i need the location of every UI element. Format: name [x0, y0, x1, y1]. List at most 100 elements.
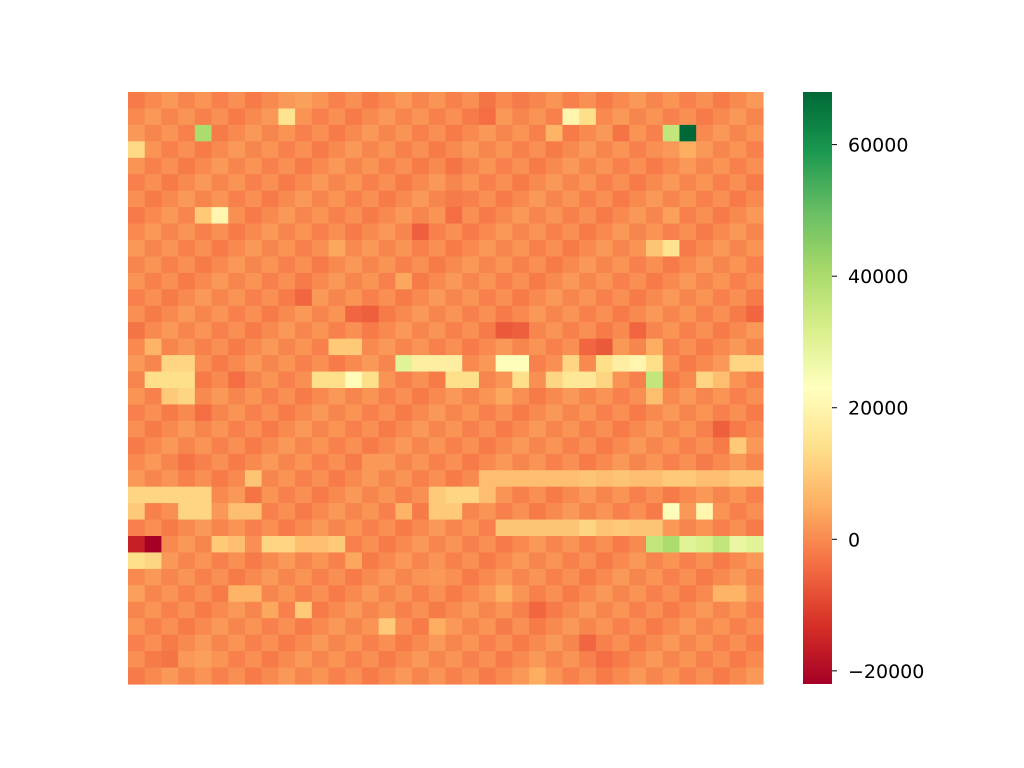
heatmap-cell [662, 568, 681, 586]
heatmap-cell [662, 470, 681, 488]
heatmap-cell [412, 503, 430, 521]
heatmap-cell [545, 92, 564, 110]
heatmap-cell [462, 289, 480, 307]
heatmap-cell [345, 92, 363, 110]
heatmap-cell [295, 536, 313, 554]
heatmap-cell [462, 256, 480, 274]
heatmap-cell [629, 453, 647, 471]
heatmap-cell [562, 503, 580, 521]
heatmap-cell [378, 519, 396, 537]
heatmap-cell [361, 437, 380, 455]
heatmap-cell [579, 420, 597, 438]
heatmap-cell [679, 453, 697, 471]
heatmap-cell [295, 486, 313, 504]
heatmap-cell [345, 207, 363, 225]
heatmap-cell [612, 174, 630, 192]
heatmap-cell [445, 437, 463, 455]
heatmap-cell [428, 371, 447, 389]
heatmap-cell [629, 651, 647, 669]
heatmap-cell [529, 305, 547, 323]
heatmap-cell [696, 92, 714, 110]
heatmap-cell [128, 355, 146, 373]
heatmap-cell [228, 305, 246, 323]
heatmap-cell [328, 618, 346, 636]
heatmap-cell [361, 519, 380, 537]
heatmap-cell [194, 585, 213, 603]
heatmap-cell [746, 634, 764, 652]
heatmap-cell [679, 240, 697, 258]
heatmap-cell [629, 141, 647, 159]
heatmap-cell [729, 108, 747, 126]
heatmap-cell [579, 618, 597, 636]
heatmap-cell [462, 272, 480, 290]
heatmap-cell [679, 651, 697, 669]
heatmap-cell [194, 420, 213, 438]
heatmap-cell [462, 568, 480, 586]
heatmap-cell [278, 92, 296, 110]
heatmap-cell [478, 388, 497, 406]
heatmap-cell [562, 552, 580, 570]
heatmap-cell [161, 437, 179, 455]
heatmap-cell [428, 223, 447, 241]
heatmap-cell [462, 92, 480, 110]
heatmap-cell [278, 651, 296, 669]
heatmap-cell [328, 634, 346, 652]
heatmap-cell [261, 240, 279, 258]
heatmap-cell [412, 256, 430, 274]
heatmap-cell [211, 453, 229, 471]
heatmap-cell [178, 519, 196, 537]
heatmap-cell [529, 568, 547, 586]
heatmap-cell [729, 536, 747, 554]
heatmap-cell [646, 552, 664, 570]
heatmap-cell [462, 305, 480, 323]
heatmap-cell [462, 651, 480, 669]
heatmap-cell [228, 503, 246, 521]
heatmap-cell [562, 536, 580, 554]
heatmap-cell [395, 207, 413, 225]
heatmap-cell [595, 322, 614, 340]
heatmap-cell [412, 519, 430, 537]
heatmap-cell [646, 190, 664, 208]
heatmap-cell [361, 453, 380, 471]
heatmap-cell [295, 618, 313, 636]
heatmap-cell [428, 289, 447, 307]
heatmap-cell [579, 634, 597, 652]
heatmap-cell [178, 388, 196, 406]
heatmap-cell [646, 651, 664, 669]
heatmap-cell [278, 338, 296, 356]
heatmap-cell [696, 174, 714, 192]
heatmap-cell [646, 437, 664, 455]
heatmap-cell [579, 256, 597, 274]
heatmap-cell [595, 355, 614, 373]
heatmap-cell [579, 174, 597, 192]
heatmap-cell [662, 157, 681, 175]
heatmap-cell [178, 305, 196, 323]
heatmap-cell [211, 174, 229, 192]
heatmap-cell [478, 667, 497, 685]
heatmap-cell [345, 601, 363, 619]
heatmap-cell [178, 124, 196, 142]
heatmap-cell [595, 503, 614, 521]
heatmap-cell [378, 486, 396, 504]
heatmap-cell [445, 322, 463, 340]
heatmap-cell [579, 338, 597, 356]
heatmap-cell [144, 453, 163, 471]
heatmap-cell [161, 141, 179, 159]
heatmap-cell [295, 437, 313, 455]
heatmap-cell [462, 322, 480, 340]
heatmap-cell [395, 240, 413, 258]
heatmap-cell [194, 388, 213, 406]
heatmap-cell [128, 322, 146, 340]
heatmap-cell [161, 388, 179, 406]
heatmap-cell [295, 157, 313, 175]
heatmap-cell [211, 207, 229, 225]
heatmap-cell [562, 568, 580, 586]
heatmap-cell [562, 618, 580, 636]
heatmap-cell [311, 240, 330, 258]
heatmap-cell [746, 371, 764, 389]
heatmap-cell [428, 92, 447, 110]
heatmap-cell [295, 305, 313, 323]
heatmap-cell [228, 667, 246, 685]
heatmap-cell [178, 190, 196, 208]
heatmap-cell [662, 305, 681, 323]
